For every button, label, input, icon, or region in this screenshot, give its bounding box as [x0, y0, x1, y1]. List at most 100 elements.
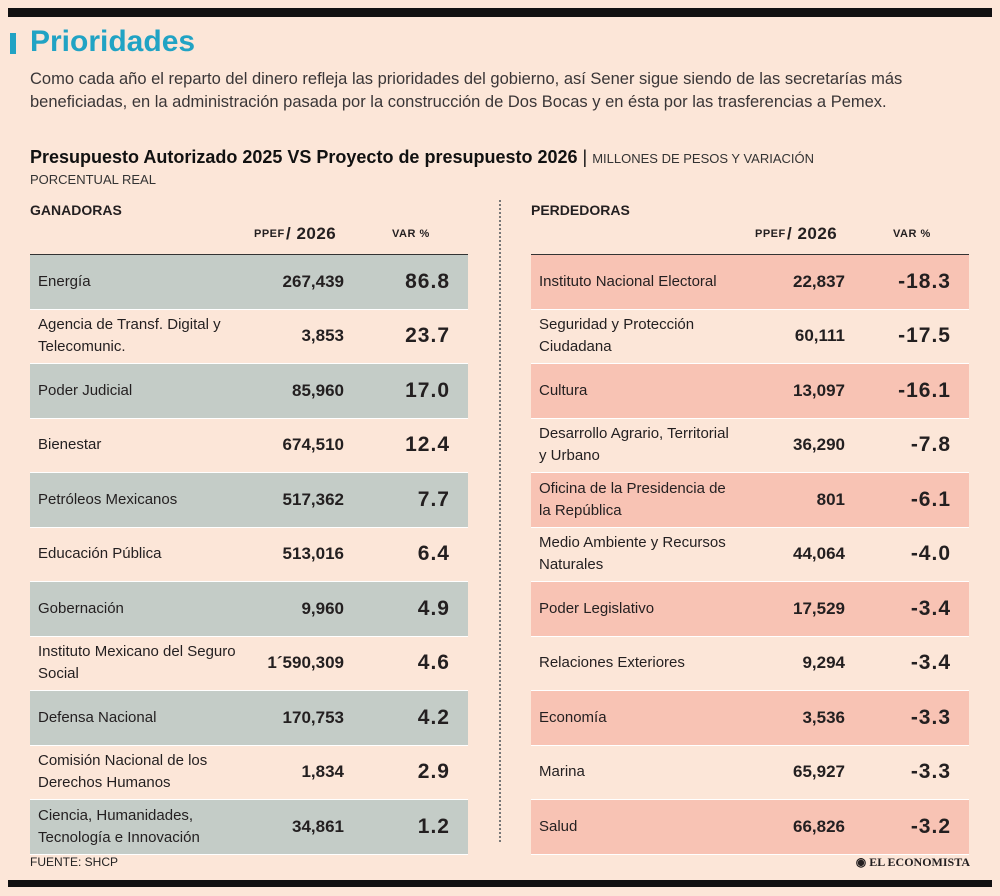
losers-title: PERDEDORAS	[531, 202, 630, 218]
row-ppef-value: 801	[816, 489, 845, 509]
units-line-1: MILLONES DE PESOS Y VARIACIÓN	[592, 151, 815, 166]
table-row: Cultura 13,097 -16.1	[531, 364, 969, 419]
row-name: Agencia de Transf. Digital y Telecomunic…	[38, 316, 221, 356]
page-title: Prioridades	[30, 25, 196, 58]
table-row: Comisión Nacional de los Derechos Humano…	[30, 745, 468, 800]
row-name: Economía	[539, 708, 607, 726]
row-var-percent: 23.7	[405, 324, 450, 348]
row-var-percent: -3.3	[910, 705, 951, 729]
table-row: Medio Ambiente y Recursos Naturales 44,06…	[531, 527, 969, 582]
table-row: Agencia de Transf. Digital y Telecomunic…	[30, 309, 468, 364]
row-var-percent: -7.8	[910, 433, 951, 457]
winners-title: GANADORAS	[30, 202, 122, 218]
units-line-2: PORCENTUAL REAL	[30, 172, 156, 187]
table-row: Economía 3,536 -3.3	[531, 691, 969, 746]
table-row: Seguridad y Protección Ciudadana 60,111 -1…	[531, 309, 969, 364]
row-name: Poder Judicial	[38, 381, 133, 399]
bottom-rule	[8, 880, 992, 887]
intro-paragraph: Como cada año el reparto del dinero refl…	[30, 70, 903, 111]
table-row: Instituto Mexicano del Seguro Social 1´59…	[30, 636, 468, 691]
table-row: Educación Pública 513,016 6.4	[30, 527, 468, 582]
row-ppef-value: 1´590,309	[267, 653, 344, 673]
row-var-percent: 7.7	[417, 487, 450, 511]
row-ppef-value: 44,064	[793, 544, 845, 564]
top-rule	[8, 8, 992, 17]
row-ppef-value: 1,834	[301, 762, 344, 782]
row-var-percent: 12.4	[405, 433, 450, 457]
row-ppef-value: 3,853	[301, 326, 344, 346]
table-row: Desarrollo Agrario, Territorial y Urbano…	[531, 418, 969, 473]
row-ppef-value: 22,837	[793, 271, 845, 291]
row-var-percent: -3.4	[910, 651, 951, 675]
logo-text: EL ECONOMISTA	[869, 855, 970, 869]
logo-icon: ◉	[855, 855, 870, 869]
row-ppef-value: 36,290	[793, 435, 845, 455]
winners-rows: Energía 267,439 86.8 Agencia de Transf. Dig…	[30, 254, 468, 855]
subtitle-separator: |	[582, 147, 593, 167]
row-name: Medio Ambiente y Recursos Naturales	[539, 534, 726, 574]
row-name: Instituto Nacional Electoral	[539, 272, 717, 290]
winners-table: GANADORAS PPEF / 2026 VAR % Energía 267,4…	[30, 202, 468, 855]
subtitle-text: Presupuesto Autorizado 2025 VS Proyecto …	[30, 147, 578, 167]
row-var-percent: -6.1	[910, 487, 951, 511]
row-name: Educación Pública	[38, 545, 162, 563]
row-var-percent: -3.3	[910, 760, 951, 784]
row-name: Poder Legislativo	[539, 599, 655, 617]
table-row: Energía 267,439 86.8	[30, 255, 468, 310]
row-var-percent: -17.5	[898, 324, 951, 348]
row-name: Comisión Nacional de los Derechos Humano…	[38, 752, 208, 792]
table-row: Bienestar 674,510 12.4	[30, 418, 468, 473]
table-row: Petróleos Mexicanos 517,362 7.7	[30, 473, 468, 528]
ppef-year-label: / 2026	[787, 224, 838, 243]
row-ppef-value: 170,753	[282, 707, 344, 727]
source-note: FUENTE: SHCP	[30, 855, 119, 869]
row-ppef-value: 513,016	[282, 544, 344, 564]
row-ppef-value: 517,362	[282, 489, 344, 509]
row-ppef-value: 9,294	[802, 653, 845, 673]
row-ppef-value: 13,097	[793, 380, 845, 400]
title-accent-bar	[10, 33, 16, 54]
row-ppef-value: 34,861	[292, 816, 344, 836]
losers-table: PERDEDORAS PPEF / 2026 VAR % Instituto N…	[531, 202, 969, 855]
table-row: Poder Legislativo 17,529 -3.4	[531, 582, 969, 637]
losers-column-header: PPEF / 2026 VAR %	[531, 224, 969, 250]
row-var-percent: 17.0	[405, 378, 450, 402]
row-var-percent: -18.3	[898, 269, 951, 293]
row-name: Cultura	[539, 381, 588, 399]
winners-column-header: PPEF / 2026 VAR %	[30, 224, 468, 250]
var-label: VAR %	[893, 228, 931, 240]
ppef-year-label: / 2026	[286, 224, 337, 243]
table-row: Relaciones Exteriores 9,294 -3.4	[531, 636, 969, 691]
table-row: Gobernación 9,960 4.9	[30, 582, 468, 637]
table-row: Oficina de la Presidencia de la Repúblic…	[531, 473, 969, 528]
row-name: Relaciones Exteriores	[539, 654, 685, 672]
row-ppef-value: 65,927	[793, 762, 845, 782]
row-var-percent: 6.4	[417, 542, 450, 566]
row-ppef-value: 674,510	[282, 435, 344, 455]
row-var-percent: 1.2	[417, 814, 450, 838]
row-ppef-value: 60,111	[794, 326, 845, 346]
row-name: Energía	[38, 272, 91, 290]
table-row: Defensa Nacional 170,753 4.2	[30, 691, 468, 746]
row-ppef-value: 267,439	[282, 271, 344, 291]
row-ppef-value: 66,826	[793, 816, 845, 836]
row-ppef-value: 3,536	[802, 707, 845, 727]
row-var-percent: 4.9	[417, 596, 450, 620]
row-name: Defensa Nacional	[38, 708, 157, 726]
row-name: Petróleos Mexicanos	[38, 490, 178, 508]
row-ppef-value: 9,960	[301, 598, 344, 618]
row-var-percent: 2.9	[417, 760, 450, 784]
row-ppef-value: 17,529	[793, 598, 845, 618]
row-name: Marina	[539, 763, 585, 781]
var-label: VAR %	[392, 228, 430, 240]
row-name: Seguridad y Protección Ciudadana	[539, 316, 695, 356]
table-row: Poder Judicial 85,960 17.0	[30, 364, 468, 419]
ppef-label: PPEF	[254, 228, 285, 240]
table-row: Salud 66,826 -3.2	[531, 800, 969, 855]
row-name: Gobernación	[38, 599, 124, 617]
row-var-percent: -3.4	[910, 596, 951, 620]
row-name: Bienestar	[38, 436, 102, 454]
row-name: Salud	[539, 817, 578, 835]
row-var-percent: -3.2	[910, 814, 951, 838]
losers-rows: Instituto Nacional Electoral 22,837 -18.3 S…	[531, 254, 969, 855]
